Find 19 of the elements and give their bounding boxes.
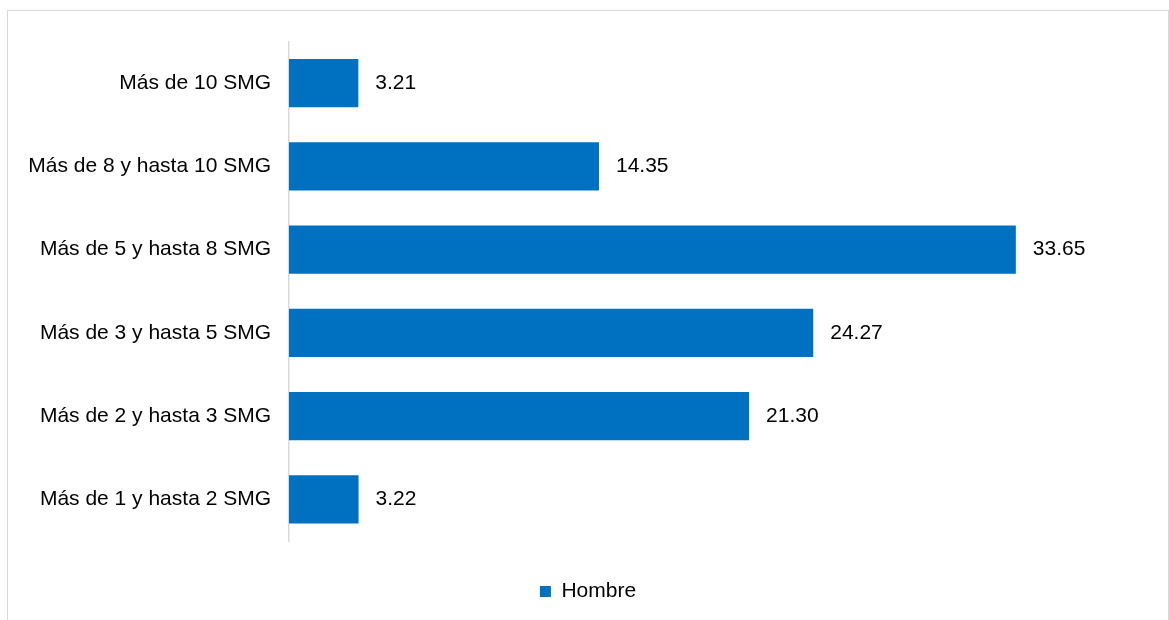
- data-label: 24.27: [830, 319, 883, 343]
- bar: [289, 225, 1016, 274]
- data-label: 14.35: [615, 153, 669, 177]
- y-tick-label: Más de 10 SMG: [119, 70, 271, 94]
- bar: [289, 308, 814, 358]
- y-tick-label: Más de 2 y hasta 3 SMG: [39, 402, 271, 426]
- bar: [289, 59, 359, 108]
- bar: [289, 142, 599, 191]
- y-tick-label: Más de 5 y hasta 8 SMG: [39, 236, 271, 260]
- data-label: 3.22: [375, 486, 417, 510]
- y-tick-label: Más de 3 y hasta 5 SMG: [39, 319, 271, 343]
- data-label: 21.30: [766, 402, 819, 426]
- bar: [289, 475, 359, 524]
- data-label: 3.21: [375, 70, 417, 94]
- y-tick-label: Más de 1 y hasta 2 SMG: [39, 486, 271, 510]
- y-tick-label: Más de 8 y hasta 10 SMG: [28, 153, 271, 177]
- legend-label: Hombre: [561, 578, 637, 602]
- bar: [289, 392, 750, 441]
- data-label: 33.65: [1032, 236, 1086, 260]
